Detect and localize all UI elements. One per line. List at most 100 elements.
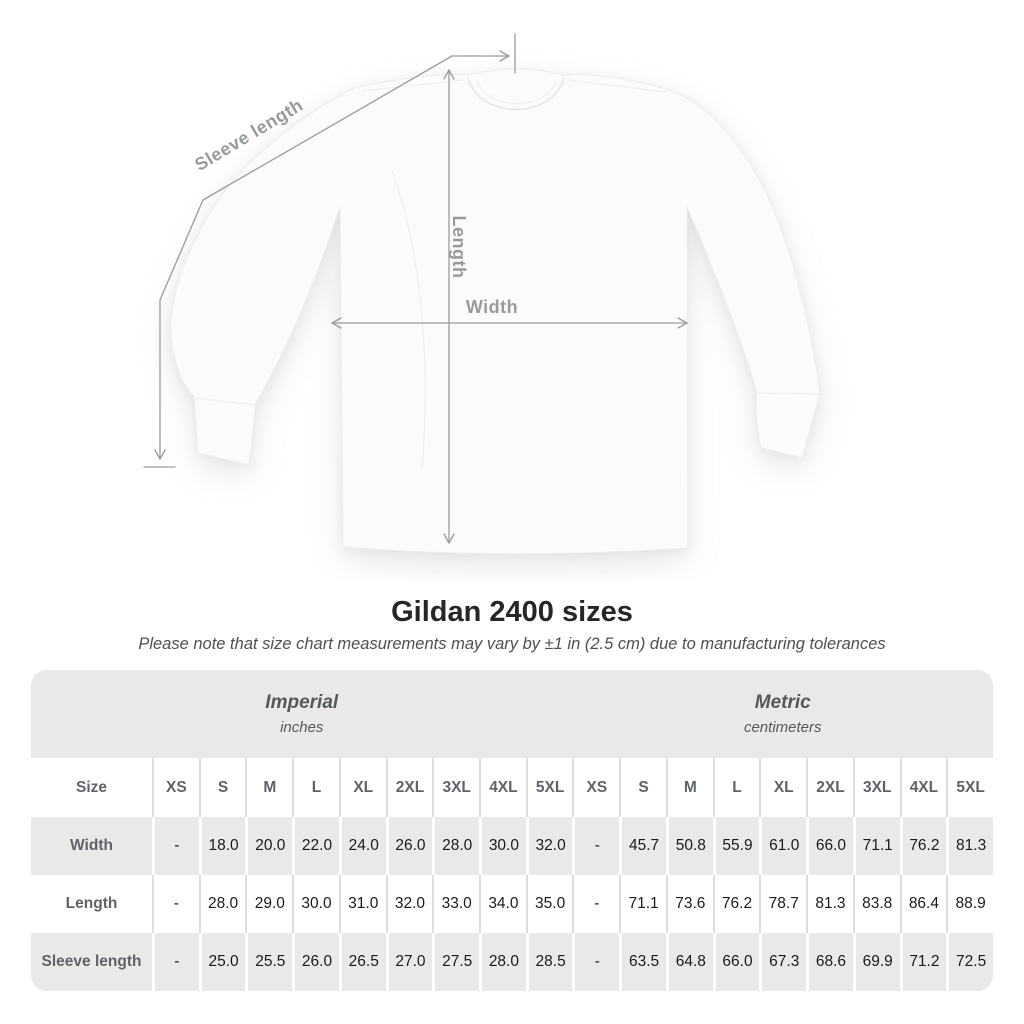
measurement-value: 26.0 xyxy=(385,817,433,875)
measurement-value: 26.0 xyxy=(292,933,339,991)
measurement-value: 27.0 xyxy=(385,933,433,991)
width-label: Width xyxy=(466,297,518,317)
sleeve-arrow-right xyxy=(499,50,510,62)
measurement-value: - xyxy=(572,875,620,933)
measurement-value: 18.0 xyxy=(198,817,246,875)
measurement-value: 34.0 xyxy=(479,875,526,933)
size-column-header: 5XL xyxy=(946,758,993,817)
measurement-value: 66.0 xyxy=(712,933,760,991)
row-label: Sleeve length xyxy=(31,933,152,991)
measurement-value: 32.0 xyxy=(525,817,573,875)
tolerance-note: Please note that size chart measurements… xyxy=(138,635,886,653)
measurement-value: - xyxy=(572,933,620,991)
measurement-value: 66.0 xyxy=(806,817,853,875)
length-label: Length xyxy=(449,216,469,279)
measurement-value: 25.0 xyxy=(198,933,246,991)
measurement-value: 78.7 xyxy=(759,875,807,933)
size-column-header: XS xyxy=(152,758,199,817)
size-column-header: XS xyxy=(572,758,620,817)
measurement-value: - xyxy=(572,817,620,875)
size-column-header: 3XL xyxy=(852,758,900,817)
measurement-value: 86.4 xyxy=(899,875,947,933)
length-arrow-up xyxy=(443,69,455,80)
measurement-value: - xyxy=(152,817,199,875)
unit-group-header: Imperial inches xyxy=(31,670,573,758)
body-fold-line xyxy=(391,169,426,471)
measurement-value: 71.2 xyxy=(899,933,947,991)
measurement-value: 32.0 xyxy=(385,875,433,933)
measurement-value: 30.0 xyxy=(479,817,526,875)
size-column-header: M xyxy=(245,758,293,817)
measurement-value: 25.5 xyxy=(245,933,293,991)
left-cuff-seam xyxy=(194,397,256,406)
measurement-value: 22.0 xyxy=(292,817,339,875)
measurement-value: 81.3 xyxy=(806,875,853,933)
measurement-value: 35.0 xyxy=(525,875,573,933)
size-column-header: S xyxy=(198,758,246,817)
sleeve-length-line xyxy=(159,55,509,460)
measurement-value: 27.5 xyxy=(432,933,480,991)
unit-group-name: Imperial xyxy=(265,692,339,713)
measurement-value: 20.0 xyxy=(245,817,293,875)
sleeve-arrow-down xyxy=(154,449,166,460)
measurement-value: 88.9 xyxy=(946,875,993,933)
measurement-value: 29.0 xyxy=(245,875,293,933)
measurement-value: 64.8 xyxy=(665,933,713,991)
size-column-header: S xyxy=(619,758,666,817)
measurement-value: 31.0 xyxy=(338,875,386,933)
measurement-value: 72.5 xyxy=(946,933,993,991)
measurement-value: - xyxy=(152,875,199,933)
size-column-header: 2XL xyxy=(806,758,853,817)
size-column-header: M xyxy=(665,758,713,817)
measurement-value: 83.8 xyxy=(852,875,900,933)
measurement-value: 73.6 xyxy=(665,875,713,933)
left-shoulder-seam xyxy=(361,79,465,92)
page-title: Gildan 2400 sizes xyxy=(391,596,633,628)
measurement-value: 69.9 xyxy=(852,933,900,991)
collar-outer-seam xyxy=(467,77,565,111)
size-row-label: Size xyxy=(31,758,152,817)
right-cuff-seam xyxy=(757,392,820,395)
right-shoulder-seam xyxy=(567,79,667,93)
size-column-header: 4XL xyxy=(479,758,526,817)
measurement-value: 71.1 xyxy=(619,875,666,933)
shirt-diagram: Sleeve length Length Width xyxy=(143,33,821,555)
size-column-header: 4XL xyxy=(899,758,947,817)
size-chart-table: Imperial inches Metric centimeters Size XS S M L… xyxy=(31,670,993,991)
measurement-value: 81.3 xyxy=(946,817,993,875)
width-arrow-left xyxy=(331,317,342,329)
unit-group-header: Metric centimeters xyxy=(572,670,993,758)
measurement-value: 50.8 xyxy=(665,817,713,875)
measurement-value: 28.0 xyxy=(432,817,480,875)
measurement-value: - xyxy=(152,933,199,991)
collar-inner-seam xyxy=(476,80,557,105)
length-arrow-down xyxy=(443,533,455,544)
unit-group-unit: inches xyxy=(280,719,324,736)
size-column-header: 2XL xyxy=(385,758,433,817)
width-arrow-right xyxy=(677,317,688,329)
size-column-header: 3XL xyxy=(432,758,480,817)
measurement-value: 24.0 xyxy=(338,817,386,875)
measurement-value: 63.5 xyxy=(619,933,666,991)
size-column-header: XL xyxy=(759,758,807,817)
measurement-value: 61.0 xyxy=(759,817,807,875)
size-column-header: L xyxy=(292,758,339,817)
shirt-diagram-svg: Sleeve length Length Width xyxy=(143,33,821,555)
unit-group-unit: centimeters xyxy=(743,719,822,736)
size-column-header: 5XL xyxy=(525,758,573,817)
size-column-header: XL xyxy=(338,758,386,817)
measurement-value: 45.7 xyxy=(619,817,666,875)
measurement-value: 68.6 xyxy=(806,933,853,991)
measurement-value: 55.9 xyxy=(712,817,760,875)
measurement-value: 26.5 xyxy=(338,933,386,991)
measurement-value: 30.0 xyxy=(292,875,339,933)
unit-group-name: Metric xyxy=(754,692,811,713)
size-column-header: L xyxy=(712,758,760,817)
measurement-lines xyxy=(143,33,688,544)
measurement-value: 76.2 xyxy=(712,875,760,933)
measurement-value: 67.3 xyxy=(759,933,807,991)
row-label: Length xyxy=(31,875,152,933)
measurement-value: 76.2 xyxy=(899,817,947,875)
row-label: Width xyxy=(31,817,152,875)
